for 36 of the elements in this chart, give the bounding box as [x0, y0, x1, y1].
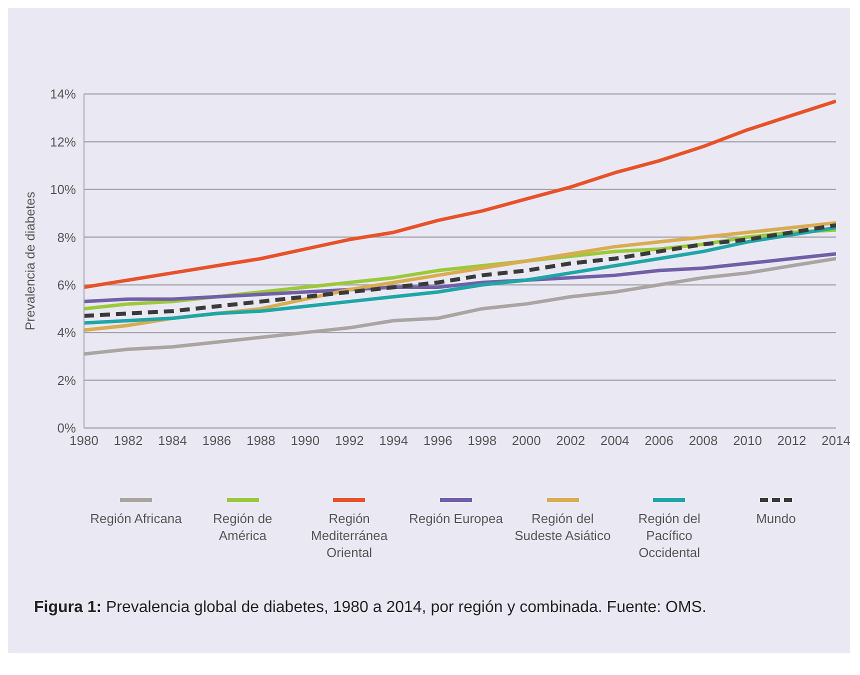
x-tick-label: 2008	[688, 433, 718, 448]
legend-label: Región de América	[212, 510, 274, 544]
x-tick-label: 2006	[644, 433, 674, 448]
y-axis-title: Prevalencia de diabetes	[22, 191, 38, 330]
x-tick-label: 1998	[468, 433, 497, 448]
x-tick-label: 1992	[334, 433, 364, 448]
legend-label: Región Europea	[408, 510, 503, 527]
x-tick-label: 1988	[246, 433, 276, 448]
y-tick-label: 6%	[57, 277, 76, 292]
x-tick-label: 1980	[70, 433, 98, 448]
text: Figura 1: Prevalencia global de diabetes, 1980 a 2014, por región y combinada. Fuente: OMS.	[33, 598, 708, 617]
x-tick-label: 2012	[777, 433, 806, 448]
y-tick-label: 2%	[57, 372, 76, 388]
x-tick-label: 2014	[822, 433, 850, 448]
x-tick-label: 1996	[423, 433, 452, 448]
x-tick-label: 1994	[379, 433, 408, 448]
legend-label: Región Mediterránea Oriental	[310, 510, 389, 561]
x-tick-label: 2004	[600, 433, 630, 448]
line-series	[84, 99, 836, 289]
y-tick-label: 4%	[57, 325, 76, 340]
x-tick-label: 2000	[512, 433, 541, 448]
x-tick-label: 1990	[290, 433, 320, 448]
x-tick-label: 1982	[114, 433, 143, 448]
x-tick-label: 2002	[556, 433, 586, 448]
legend-label: Región del Sudeste Asiático	[514, 510, 612, 544]
legend-label: Mundo	[756, 510, 796, 527]
y-tick-label: 8%	[57, 230, 76, 245]
y-tick-label: 10%	[50, 182, 76, 198]
y-tick-label: 0%	[57, 420, 76, 436]
y-tick-label: 12%	[50, 134, 76, 150]
x-tick-label: 1984	[158, 433, 187, 448]
x-tick-label: 1986	[202, 433, 232, 448]
legend-label: Región Africana	[90, 510, 182, 527]
x-tick-label: 2010	[733, 433, 762, 448]
legend-label: Región del Pacífico Occidental	[637, 510, 702, 561]
y-tick-label: 14%	[50, 86, 76, 102]
